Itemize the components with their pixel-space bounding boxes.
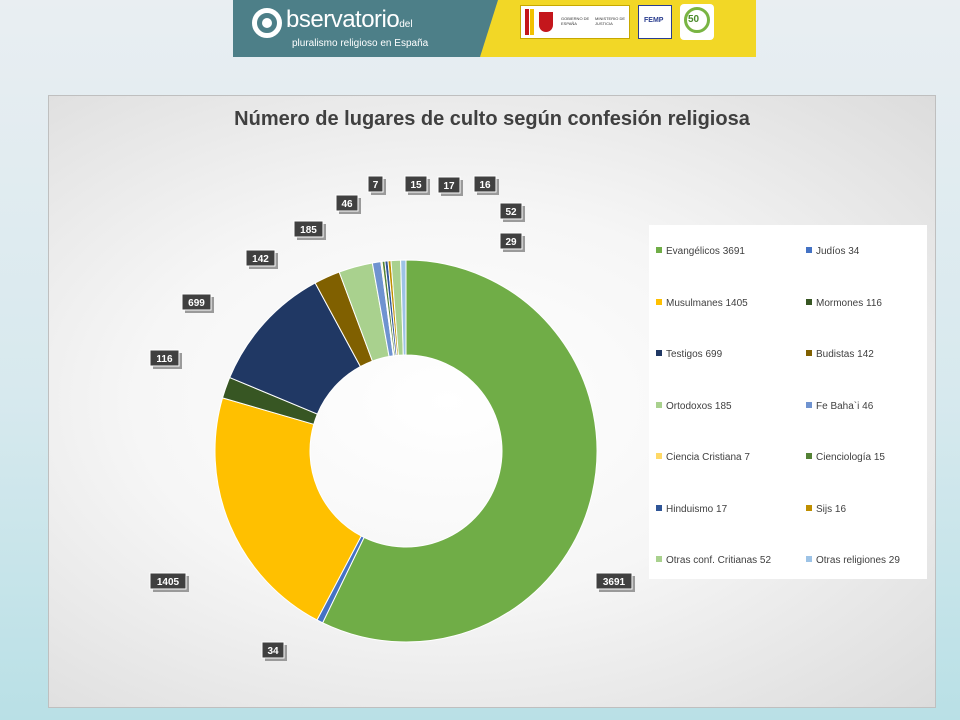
data-label: 16 [473, 175, 499, 195]
observatorio-logo-text: bservatoriodel [286, 6, 413, 34]
chart-title: Número de lugares de culto según confesi… [234, 108, 750, 130]
data-label: 1405 [149, 572, 189, 592]
donut-slice [214, 397, 362, 621]
legend-label: Otras religiones 29 [816, 555, 900, 566]
data-label: 52 [499, 202, 525, 222]
svg-text:1405: 1405 [157, 577, 180, 588]
data-label: 3691 [595, 572, 635, 592]
observatorio-logo-icon [252, 8, 282, 38]
data-label: 34 [261, 641, 287, 661]
legend-item: Evangélicos 3691 [656, 246, 745, 258]
flag-red-bar [525, 9, 529, 35]
legend-label: Budistas 142 [816, 349, 874, 360]
legend-label: Musulmanes 1405 [666, 297, 748, 309]
legend-item: Hinduismo 17 [656, 504, 727, 516]
donut-slice [400, 259, 407, 356]
chart-area: Número de lugares de culto según confesi… [48, 95, 936, 708]
legend-swatch [656, 247, 662, 253]
legend-swatch [806, 401, 812, 408]
anniversary-logo: 50 [680, 4, 714, 40]
legend-label: Judíos 34 [816, 246, 860, 257]
observatorio-logo-dot [262, 18, 272, 28]
svg-text:34: 34 [267, 646, 279, 657]
legend-item: Judíos 34 [806, 246, 859, 258]
legend-label: Otras conf. Critianas 52 [666, 555, 772, 566]
data-label: 142 [245, 249, 278, 269]
logo-subtitle: pluralismo religioso en España [292, 38, 429, 49]
gov-text: GOBIERNO DE ESPAÑA [561, 16, 590, 26]
legend-label: Fe Baha`i 46 [816, 400, 874, 412]
legend-swatch [656, 453, 662, 459]
legend-item: Testigos 699 [656, 349, 722, 361]
legend-swatch [656, 556, 662, 562]
femp-logo: FEMP [638, 5, 672, 39]
donut-chart: 3691 34 1405 116 699 142 185 46 7 15 17 16 52 29 [149, 175, 635, 661]
data-label: 46 [335, 194, 361, 214]
legend-swatch [656, 298, 662, 305]
data-label: 116 [149, 349, 182, 369]
legend-item: Mormones 116 [806, 298, 882, 310]
data-label: 185 [293, 220, 326, 240]
svg-text:46: 46 [341, 199, 353, 210]
femp-text: FEMP [644, 17, 664, 24]
svg-text:15: 15 [410, 180, 422, 191]
legend-label: Sijs 16 [816, 503, 847, 515]
legend-swatch [656, 401, 662, 408]
donut-slice [321, 259, 598, 643]
coat-of-arms-icon [539, 12, 553, 32]
legend-item: Musulmanes 1405 [656, 298, 748, 310]
anniversary-ring-icon [684, 7, 710, 33]
legend-label: Cienciología 15 [816, 452, 885, 463]
svg-text:16: 16 [479, 180, 491, 191]
legend-item: Sijs 16 [806, 504, 846, 516]
legend-item: Otras conf. Critianas 52 [656, 555, 771, 567]
legend-item: Ciencia Cristiana 7 [656, 452, 750, 464]
chart-legend: Evangélicos 3691 Judíos 34 Musulmanes 1405… [649, 225, 927, 579]
flag-yellow-bar [530, 9, 534, 35]
legend-label: Testigos 699 [666, 349, 723, 360]
svg-text:185: 185 [300, 225, 317, 236]
svg-text:142: 142 [252, 254, 269, 265]
svg-text:52: 52 [505, 207, 517, 218]
svg-text:699: 699 [188, 298, 205, 309]
legend-item: Ortodoxos 185 [656, 401, 732, 413]
svg-text:3691: 3691 [603, 577, 626, 588]
legend-swatch [806, 556, 812, 562]
legend-swatch [656, 504, 662, 511]
legend-item: Cienciología 15 [806, 452, 885, 464]
data-label: 699 [181, 293, 214, 313]
data-label: 7 [367, 175, 386, 195]
legend-label: Hinduismo 17 [666, 503, 728, 515]
gobierno-espana-logo: GOBIERNO DE ESPAÑA MINISTERIO DE JUSTICI… [520, 5, 630, 39]
legend-label: Ortodoxos 185 [666, 400, 732, 412]
legend-item: Budistas 142 [806, 349, 874, 361]
legend-label: Evangélicos 3691 [666, 246, 745, 257]
svg-text:116: 116 [156, 354, 173, 365]
ministry-text: MINISTERIO DE JUSTICIA [595, 16, 626, 26]
svg-text:7: 7 [373, 180, 379, 191]
svg-text:29: 29 [505, 237, 517, 248]
logo-del-text: del [399, 19, 413, 30]
svg-text:17: 17 [443, 181, 455, 192]
legend-label: Mormones 116 [816, 297, 882, 309]
legend-swatch [806, 247, 812, 253]
data-label: 29 [499, 232, 525, 252]
anniversary-text: 50 [688, 14, 700, 25]
legend-item: Otras religiones 29 [806, 555, 900, 567]
logo-main-text: bservatorio [286, 6, 400, 33]
legend-swatch [656, 350, 662, 356]
legend-label: Ciencia Cristiana 7 [666, 452, 750, 463]
legend-swatch [806, 350, 812, 356]
legend-swatch [806, 504, 812, 511]
legend-swatch [806, 298, 812, 305]
data-label: 15 [404, 175, 430, 195]
data-label: 17 [437, 176, 463, 196]
legend-item: Fe Baha`i 46 [806, 401, 873, 413]
legend-swatch [806, 453, 812, 459]
